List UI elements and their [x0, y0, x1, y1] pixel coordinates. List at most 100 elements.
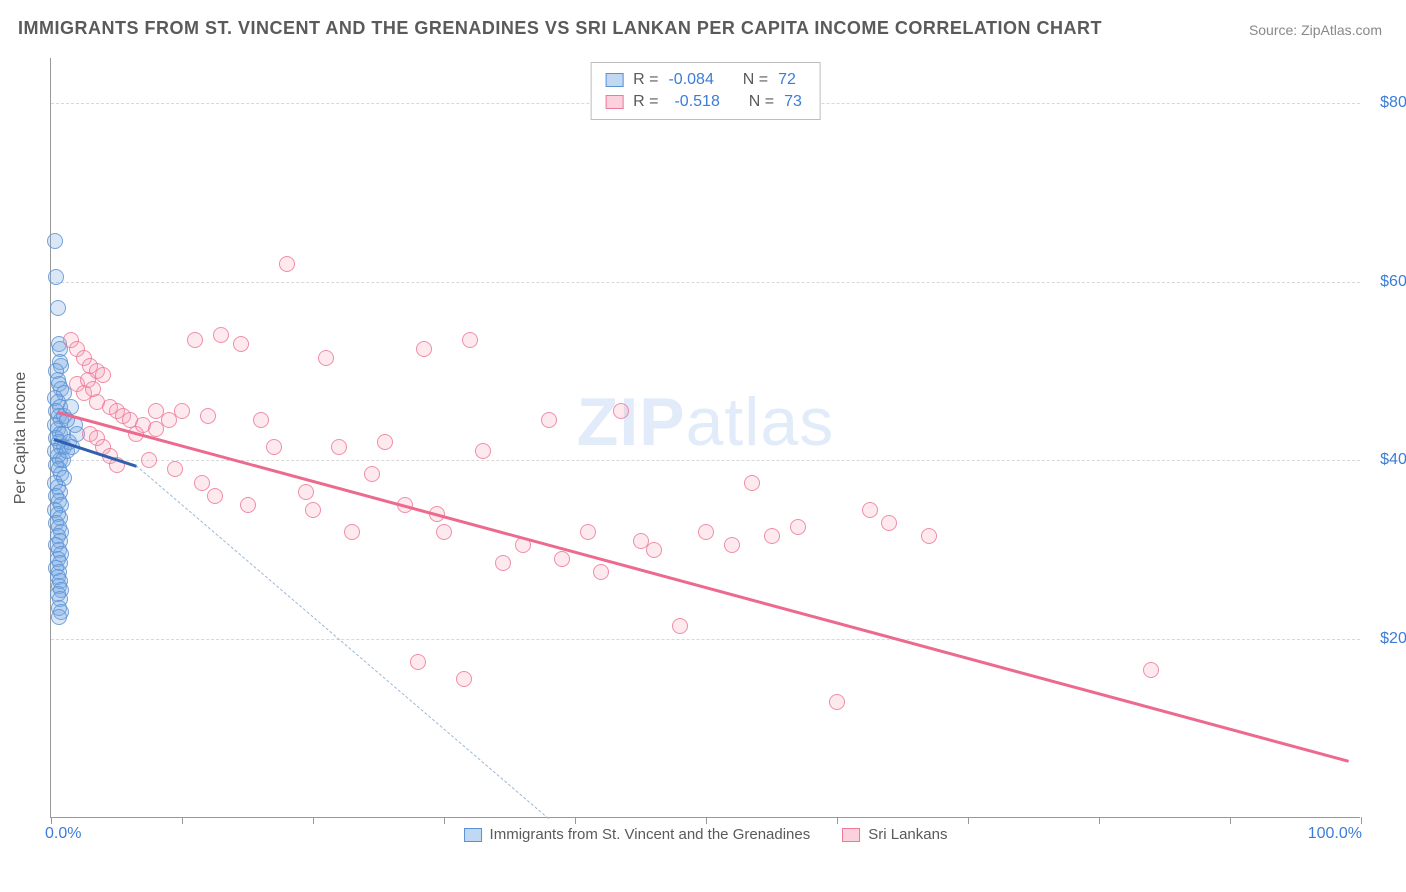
scatter-point [790, 519, 806, 535]
y-tick-label: $20,000 [1380, 630, 1406, 648]
x-axis-min-label: 0.0% [45, 825, 81, 843]
x-tick [444, 817, 445, 824]
gridline [51, 282, 1360, 283]
stat-n-value-pink: 73 [784, 91, 802, 113]
stats-row-blue: R = -0.084 N = 72 [605, 69, 802, 91]
scatter-point [698, 524, 714, 540]
bottom-legend: Immigrants from St. Vincent and the Gren… [464, 826, 948, 843]
scatter-point [554, 551, 570, 567]
x-tick [1099, 817, 1100, 824]
x-tick [182, 817, 183, 824]
watermark-light: atlas [686, 384, 835, 460]
scatter-point [253, 412, 269, 428]
scatter-point [200, 408, 216, 424]
y-tick-label: $80,000 [1380, 94, 1406, 112]
x-tick [51, 817, 52, 824]
source-link[interactable]: ZipAtlas.com [1301, 22, 1382, 38]
x-tick [313, 817, 314, 824]
scatter-point [921, 528, 937, 544]
trend-extrapolation [136, 465, 549, 819]
scatter-point [95, 367, 111, 383]
scatter-point [410, 654, 426, 670]
scatter-point [580, 524, 596, 540]
x-tick [575, 817, 576, 824]
scatter-point [194, 475, 210, 491]
trend-line [57, 411, 1348, 762]
source-prefix: Source: [1249, 22, 1297, 38]
scatter-point [85, 381, 101, 397]
scatter-point [174, 403, 190, 419]
legend-item-pink: Sri Lankans [842, 826, 947, 843]
stat-n-label: N = [743, 69, 768, 91]
stat-n-value-blue: 72 [778, 69, 796, 91]
scatter-point [213, 327, 229, 343]
x-tick [706, 817, 707, 824]
legend-item-blue: Immigrants from St. Vincent and the Gren… [464, 826, 811, 843]
x-tick [968, 817, 969, 824]
y-tick-label: $60,000 [1380, 273, 1406, 291]
chart-title: IMMIGRANTS FROM ST. VINCENT AND THE GREN… [18, 18, 1102, 39]
scatter-point [541, 412, 557, 428]
swatch-pink-icon [842, 828, 860, 842]
watermark-bold: ZIP [577, 384, 686, 460]
correlation-stats-box: R = -0.084 N = 72 R = -0.518 N = 73 [590, 62, 821, 120]
scatter-point [646, 542, 662, 558]
y-tick-label: $40,000 [1380, 451, 1406, 469]
stat-r-value-pink: -0.518 [668, 91, 719, 113]
x-tick [1230, 817, 1231, 824]
y-axis-title: Per Capita Income [12, 371, 30, 504]
scatter-point [613, 403, 629, 419]
scatter-point [416, 341, 432, 357]
scatter-point [495, 555, 511, 571]
legend-label-pink: Sri Lankans [868, 826, 947, 843]
stat-n-label: N = [749, 91, 774, 113]
scatter-point [305, 502, 321, 518]
scatter-point [377, 434, 393, 450]
x-tick [1361, 817, 1362, 824]
scatter-point [436, 524, 452, 540]
scatter-point [50, 300, 66, 316]
scatter-point [233, 336, 249, 352]
watermark: ZIPatlas [577, 383, 834, 461]
legend-label-blue: Immigrants from St. Vincent and the Gren… [490, 826, 811, 843]
chart-plot-area: Per Capita Income ZIPatlas R = -0.084 N … [50, 58, 1360, 818]
scatter-point [51, 609, 67, 625]
swatch-blue-icon [464, 828, 482, 842]
scatter-point [724, 537, 740, 553]
scatter-point [141, 452, 157, 468]
source-attribution: Source: ZipAtlas.com [1249, 22, 1382, 38]
scatter-point [593, 564, 609, 580]
swatch-blue-icon [605, 73, 623, 87]
scatter-point [318, 350, 334, 366]
scatter-point [187, 332, 203, 348]
scatter-point [462, 332, 478, 348]
scatter-point [744, 475, 760, 491]
scatter-point [48, 269, 64, 285]
x-axis-max-label: 100.0% [1308, 825, 1362, 843]
scatter-point [298, 484, 314, 500]
scatter-point [344, 524, 360, 540]
scatter-point [672, 618, 688, 634]
scatter-point [881, 515, 897, 531]
scatter-point [764, 528, 780, 544]
gridline [51, 639, 1360, 640]
scatter-point [240, 497, 256, 513]
scatter-point [364, 466, 380, 482]
stat-r-value-blue: -0.084 [668, 69, 713, 91]
swatch-pink-icon [605, 95, 623, 109]
stat-r-label: R = [633, 69, 658, 91]
scatter-point [47, 233, 63, 249]
scatter-point [207, 488, 223, 504]
scatter-point [167, 461, 183, 477]
scatter-point [829, 694, 845, 710]
x-tick [837, 817, 838, 824]
stat-r-label: R = [633, 91, 658, 113]
scatter-point [475, 443, 491, 459]
stats-row-pink: R = -0.518 N = 73 [605, 91, 802, 113]
scatter-point [266, 439, 282, 455]
scatter-point [456, 671, 472, 687]
scatter-point [862, 502, 878, 518]
scatter-point [279, 256, 295, 272]
scatter-point [1143, 662, 1159, 678]
scatter-point [331, 439, 347, 455]
